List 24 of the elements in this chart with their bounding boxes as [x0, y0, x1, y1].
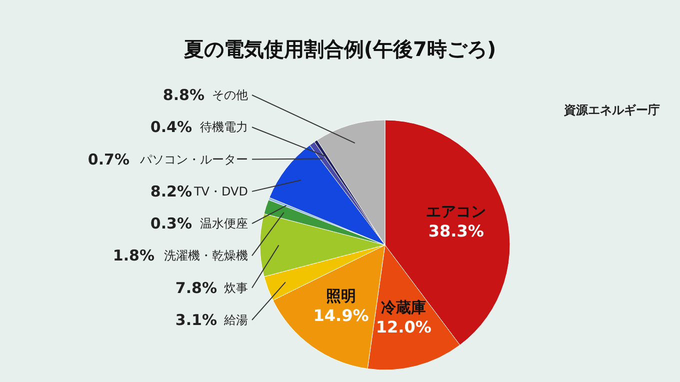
slice-label: エアコン — [426, 202, 486, 220]
text: 資源エネルギー庁 — [563, 103, 660, 117]
slice-label: 待機電力 — [200, 120, 248, 134]
data-label: 8.2% — [150, 182, 192, 200]
data-label: 3.1% — [175, 311, 217, 329]
data-label: 12.0% — [376, 318, 432, 337]
slice-label: 温水便座 — [200, 216, 248, 231]
slice-label: 照明 — [326, 286, 356, 305]
data-label: 8.8% — [162, 86, 204, 104]
data-label: 0.7% — [88, 150, 130, 168]
slice-label: 洗濯機・乾燥機 — [164, 248, 248, 263]
chart-title: 夏の電気使用割合例(午後7時ごろ) — [182, 37, 496, 61]
slice-label: パソコン・ルーター — [139, 152, 248, 166]
slice-label: 炊事 — [224, 280, 248, 295]
data-label: 0.4% — [150, 118, 192, 136]
data-label: 7.8% — [175, 278, 217, 297]
slice-label: 冷蔵庫 — [381, 298, 426, 317]
data-label: 38.3% — [428, 221, 484, 240]
slice-label: 給湯 — [223, 313, 248, 327]
slice-label: TV・DVD — [192, 184, 248, 198]
data-label: 0.3% — [150, 214, 192, 233]
slice-label: その他 — [212, 88, 248, 102]
data-label: 14.9% — [313, 306, 369, 325]
data-label: 1.8% — [112, 246, 154, 265]
